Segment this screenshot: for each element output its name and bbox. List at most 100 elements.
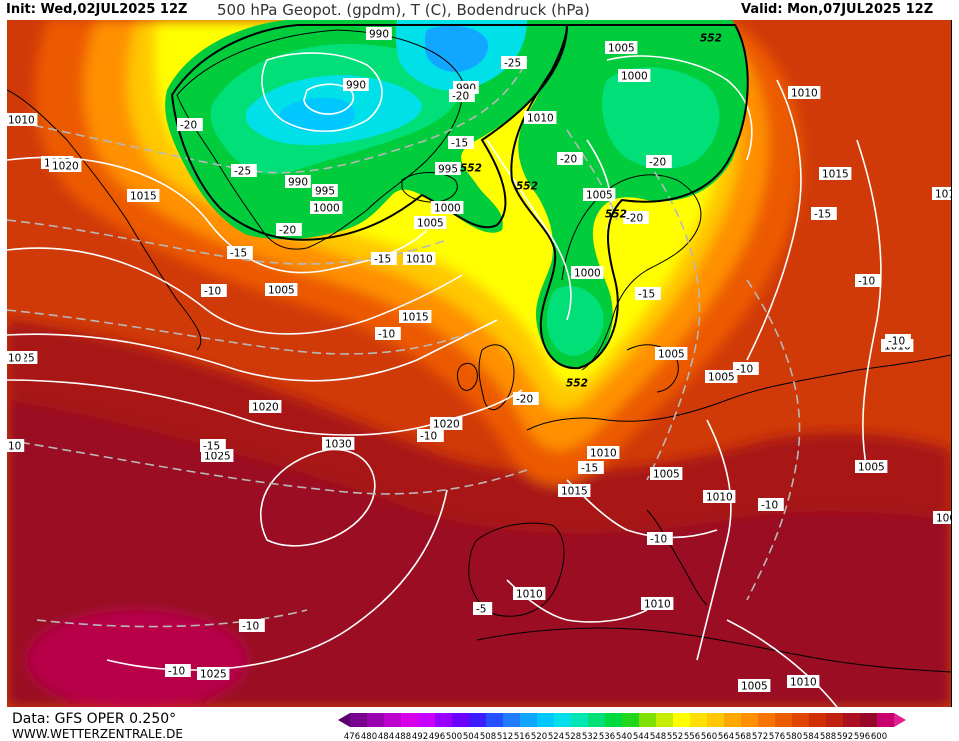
svg-text:1010: 1010 (706, 492, 733, 504)
legend-tick-label: 592 (837, 732, 853, 741)
temperature-label: -15 (635, 287, 661, 301)
legend-tick-label: 540 (616, 732, 632, 741)
legend-tick-label: 520 (531, 732, 547, 741)
temperature-label: -10 (855, 274, 881, 288)
legend-arrow-right (894, 713, 906, 727)
isobar-label: 995 (435, 162, 461, 176)
svg-text:-10: -10 (420, 431, 437, 443)
svg-text:1005: 1005 (708, 372, 735, 384)
svg-text:1010: 1010 (935, 189, 951, 201)
legend-tick-label: 508 (480, 732, 496, 741)
legend-swatch (469, 713, 486, 727)
isobar-label: 1015 (819, 167, 852, 181)
svg-text:1000: 1000 (434, 203, 461, 215)
temperature-label: -15 (811, 207, 837, 221)
isobar-label: 1005 (655, 347, 688, 361)
legend-swatch (622, 713, 639, 727)
legend-tick-label: 484 (378, 732, 394, 741)
svg-text:-20: -20 (516, 394, 533, 406)
isobar-label: 1015 (127, 189, 160, 203)
isobar-label: 1015 (558, 484, 591, 498)
legend-tick-label: 580 (786, 732, 802, 741)
svg-text:1000: 1000 (574, 268, 601, 280)
svg-text:1010: 1010 (644, 599, 671, 611)
svg-text:1005: 1005 (741, 681, 768, 693)
legend-tick-label: 564 (718, 732, 734, 741)
svg-text:1020: 1020 (252, 402, 279, 414)
isobar-label: 1005 (605, 41, 638, 55)
temperature-label: -15 (371, 252, 397, 266)
svg-text:1010: 1010 (8, 115, 35, 127)
svg-text:1000: 1000 (313, 203, 340, 215)
temperature-label: -10 (417, 429, 443, 443)
temperature-label: 10 (7, 351, 25, 365)
svg-text:1005: 1005 (858, 462, 885, 474)
temperature-label: -20 (276, 223, 302, 237)
legend-swatch (843, 713, 860, 727)
svg-text:1030: 1030 (325, 439, 352, 451)
isobar-label: 990 (366, 27, 392, 41)
isobar-label: 1010 (403, 252, 436, 266)
legend-swatch (350, 713, 367, 727)
svg-text:-10: -10 (888, 336, 905, 348)
legend-tick-label: 572 (752, 732, 768, 741)
svg-text:552: 552 (566, 378, 588, 390)
legend-arrow-left (338, 713, 350, 727)
svg-text:995: 995 (438, 164, 458, 176)
legend-swatch (384, 713, 401, 727)
legend-tick-label: 576 (769, 732, 785, 741)
legend-swatch (605, 713, 622, 727)
svg-text:-20: -20 (626, 213, 643, 225)
temperature-label: -20 (646, 155, 672, 169)
temperature-label: -20 (623, 211, 649, 225)
legend-swatch (520, 713, 537, 727)
svg-text:-10: -10 (761, 500, 778, 512)
legend-tick-label: 492 (412, 732, 428, 741)
svg-text:1005: 1005 (658, 349, 685, 361)
legend-swatch (741, 713, 758, 727)
legend-swatch (792, 713, 809, 727)
isobar-label: 1000 (618, 69, 651, 83)
svg-text:1020: 1020 (52, 161, 79, 173)
temperature-label: -20 (557, 152, 583, 166)
isobar-label: 990 (343, 78, 369, 92)
svg-text:1005: 1005 (586, 190, 613, 202)
svg-text:-15: -15 (814, 209, 831, 221)
legend-tick-label: 556 (684, 732, 700, 741)
svg-text:-10: -10 (650, 534, 667, 546)
isobar-label: 1025 (197, 667, 230, 681)
svg-text:1010: 1010 (527, 113, 554, 125)
legend-swatch (656, 713, 673, 727)
svg-text:1015: 1015 (561, 486, 588, 498)
isobar-label: 1005 (855, 460, 888, 474)
svg-text:1010: 1010 (406, 254, 433, 266)
legend-tick-label: 548 (650, 732, 666, 741)
legend-swatch (588, 713, 605, 727)
legend-tick-label: 488 (395, 732, 411, 741)
legend-swatch (809, 713, 826, 727)
valid-time-label: Valid: Mon,07JUL2025 12Z (741, 2, 934, 17)
temperature-label: -15 (448, 136, 474, 150)
temperature-isotherms (7, 59, 801, 628)
legend-swatch (707, 713, 724, 727)
temperature-label: -20 (177, 118, 203, 132)
isobar-label: 1010 (788, 86, 821, 100)
temperature-label: 10 (7, 439, 25, 453)
svg-text:-15: -15 (203, 441, 220, 453)
legend-tick-label: 532 (582, 732, 598, 741)
isobar-label: 1030 (322, 437, 355, 451)
legend-swatch (860, 713, 877, 727)
svg-text:1005: 1005 (653, 469, 680, 481)
svg-text:1010: 1010 (516, 589, 543, 601)
legend-swatch (775, 713, 792, 727)
svg-text:1010: 1010 (791, 88, 818, 100)
legend-tick-label: 552 (667, 732, 683, 741)
svg-text:1005: 1005 (417, 218, 444, 230)
legend-swatch (554, 713, 571, 727)
svg-text:1015: 1015 (130, 191, 157, 203)
data-source-label: Data: GFS OPER 0.250° (12, 711, 177, 727)
map-title: 500 hPa Geopot. (gpdm), T (C), Bodendruc… (217, 1, 590, 19)
svg-text:1005: 1005 (608, 43, 635, 55)
svg-text:-20: -20 (649, 157, 666, 169)
isobar-label: 1015 (399, 310, 432, 324)
